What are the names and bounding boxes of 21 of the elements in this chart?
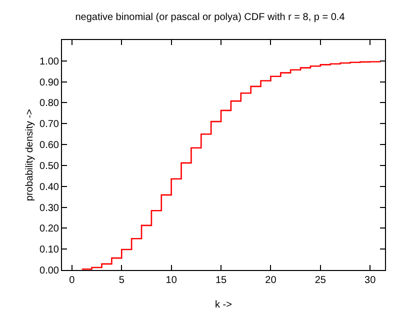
- y-tick-label: 0.60: [40, 140, 60, 152]
- y-tick-label: 0.30: [40, 202, 60, 214]
- x-tick-label: 20: [265, 275, 277, 286]
- y-tick-label: 0.20: [40, 224, 60, 235]
- y-tick-label: 0.10: [40, 244, 60, 256]
- x-tick-label: 5: [118, 275, 125, 286]
- y-tick-label: 0.70: [40, 119, 60, 130]
- x-tick-label: 15: [215, 275, 228, 286]
- y-axis-title: probability density ->: [24, 108, 36, 201]
- y-tick-label: 0.80: [40, 98, 60, 110]
- y-tick-label: 0.90: [40, 77, 60, 88]
- x-tick-label: 0: [69, 275, 76, 286]
- y-tick-label: 0.50: [40, 160, 60, 172]
- x-tick-label: 25: [314, 275, 326, 286]
- chart-title: negative binomial (or pascal or polya) CDF with r = 8, p = 0.4: [75, 12, 346, 23]
- x-axis-title: k ->: [215, 300, 232, 310]
- x-tick-label: 30: [364, 275, 376, 286]
- y-tick-label: 0.40: [40, 182, 60, 193]
- y-tick-label: 0.00: [40, 266, 60, 276]
- y-tick-label: 1.00: [40, 56, 60, 68]
- x-tick-label: 10: [166, 275, 178, 286]
